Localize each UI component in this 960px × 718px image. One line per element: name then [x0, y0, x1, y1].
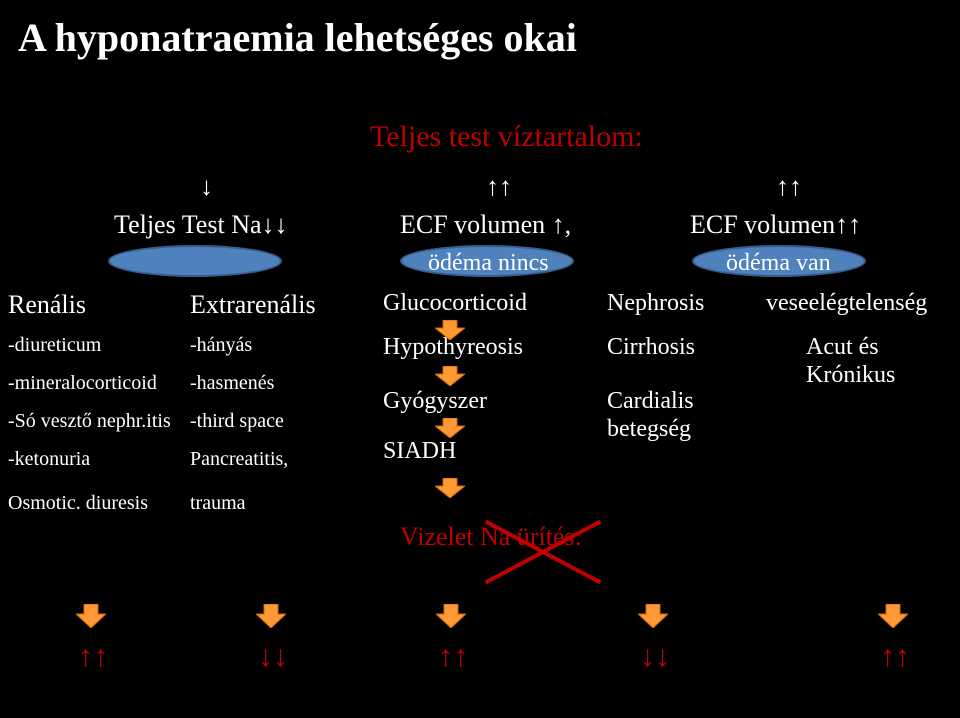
bottom-arrow-1: ↓↓	[258, 640, 288, 674]
header-col1: Teljes Test Na↓↓	[114, 210, 288, 240]
col1-right-0: -hányás	[190, 334, 252, 357]
bottom-orange-2	[436, 604, 466, 628]
col3l-item-2: Cardialis	[607, 388, 694, 415]
col1-left-1: -mineralocorticoid	[8, 372, 157, 395]
col3r-item-0: veseelégtelenség	[766, 290, 927, 317]
col1-left-4: Osmotic. diuresis	[8, 492, 148, 515]
arrow-col1: ↓	[200, 172, 213, 202]
col1-renalis: Renális	[8, 290, 86, 320]
bottom-orange-3	[638, 604, 668, 628]
bottom-orange-0	[76, 604, 106, 628]
header-col3: ECF volumen↑↑	[690, 210, 861, 240]
sub-col3: ödéma van	[726, 250, 831, 277]
col1-right-2: -third space	[190, 410, 284, 433]
bottom-orange-1	[256, 604, 286, 628]
header-col2: ECF volumen ↑,	[400, 210, 571, 240]
col3r-item-1: Acut és	[806, 334, 879, 361]
sub-col2: ödéma nincs	[428, 250, 549, 277]
bottom-arrow-3: ↓↓	[640, 640, 670, 674]
col3l-item-0: Nephrosis	[607, 290, 704, 317]
ellipse-col1	[108, 245, 282, 277]
col2-item-3: SIADH	[383, 438, 456, 465]
col1-left-0: -diureticum	[8, 334, 101, 357]
orange-arrow-4	[435, 478, 465, 498]
col1-right-3: Pancreatitis,	[190, 448, 288, 471]
col1-right-4: trauma	[190, 492, 246, 515]
bottom-orange-4	[878, 604, 908, 628]
orange-arrow-1	[435, 320, 465, 340]
col1-right-1: -hasmenés	[190, 372, 274, 395]
col1-left-3: -ketonuria	[8, 448, 90, 471]
bottom-arrow-4: ↑↑	[880, 640, 910, 674]
arrow-col3: ↑↑	[776, 172, 802, 202]
orange-arrow-3	[435, 418, 465, 438]
col3l-item-3: betegség	[607, 416, 691, 443]
slide-root: A hyponatraemia lehetséges okai Teljes t…	[0, 0, 960, 718]
col1-left-2: -Só vesztő nephr.itis	[8, 410, 171, 433]
slide-title: A hyponatraemia lehetséges okai	[18, 14, 577, 61]
col1-extrarenalis: Extrarenális	[190, 290, 316, 320]
subtitle: Teljes test víztartalom:	[370, 120, 643, 154]
bottom-arrow-0: ↑↑	[78, 640, 108, 674]
col2-item-0: Glucocorticoid	[383, 290, 527, 317]
col2-item-2: Gyógyszer	[383, 388, 487, 415]
col3r-item-2: Krónikus	[806, 362, 895, 389]
orange-arrow-2	[435, 366, 465, 386]
bottom-arrow-2: ↑↑	[438, 640, 468, 674]
col3l-item-1: Cirrhosis	[607, 334, 695, 361]
arrow-col2: ↑↑	[486, 172, 512, 202]
